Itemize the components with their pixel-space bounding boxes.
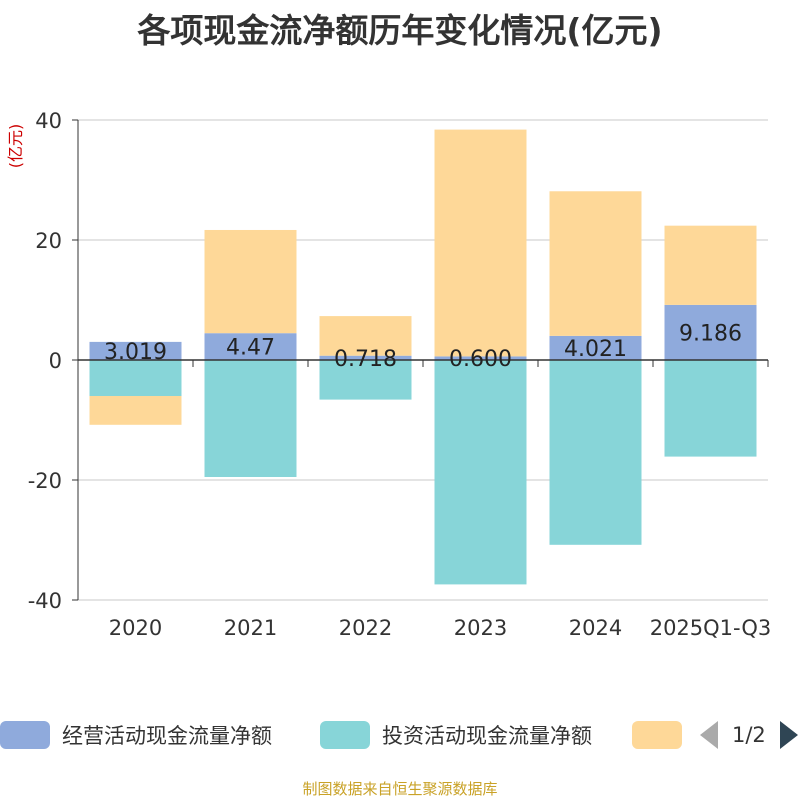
bar-s1-2025Q1-Q3 <box>664 360 757 457</box>
bar-series <box>89 129 757 585</box>
legend-pager: 1/2 <box>700 720 798 750</box>
data-label-2023: 0.600 <box>449 347 512 372</box>
bar-s2-2024 <box>549 191 642 336</box>
bar-s0-2021 <box>204 333 297 360</box>
data-label-2021: 4.47 <box>226 336 275 361</box>
bar-s1-2020 <box>89 360 182 396</box>
grid-lines <box>78 119 768 601</box>
legend-item-financing[interactable] <box>632 720 682 750</box>
bar-s2-2020 <box>89 396 182 425</box>
chart-plot: 40 20 0 -20 -40 2020 2021 2022 2023 2024 2025Q1-Q3… <box>6 109 772 640</box>
bar-s2-2023 <box>434 129 527 357</box>
bar-s0-2023 <box>434 356 527 360</box>
y-tick-label-20: 20 <box>35 229 62 253</box>
legend-item-operating[interactable]: 经营活动现金流量净额 <box>0 720 272 750</box>
pager-next-icon[interactable] <box>779 721 798 749</box>
legend-swatch-financing <box>632 721 682 749</box>
legend-item-investing[interactable]: 投资活动现金流量净额 <box>320 720 592 750</box>
x-tick-label-2022: 2022 <box>339 616 392 640</box>
legend-label-investing: 投资活动现金流量净额 <box>382 724 592 748</box>
legend: 经营活动现金流量净额 投资活动现金流量净额 1/2 <box>0 714 800 754</box>
pager-page-text: 1/2 <box>732 723 766 747</box>
legend-label-operating: 经营活动现金流量净额 <box>62 724 272 748</box>
bar-s2-2021 <box>204 229 297 334</box>
bar-s1-2022 <box>319 360 412 400</box>
data-label-2024: 4.021 <box>564 337 627 362</box>
x-tick-label-2023: 2023 <box>454 616 507 640</box>
x-tick-label-2024: 2024 <box>569 616 622 640</box>
data-label-2025Q1-Q3: 9.186 <box>679 321 742 346</box>
bar-s1-2023 <box>434 360 527 585</box>
y-tick-label--20: -20 <box>28 469 62 493</box>
y-axis-title: (亿元) <box>6 124 25 169</box>
y-tick-label-40: 40 <box>35 109 62 133</box>
bar-s1-2021 <box>204 360 297 477</box>
chart-title: 各项现金流净额历年变化情况(亿元) <box>137 11 663 50</box>
bar-s0-2022 <box>319 355 412 360</box>
data-label-2020: 3.019 <box>104 340 167 365</box>
y-tick-label-0: 0 <box>49 349 62 373</box>
x-tick-label-2020: 2020 <box>109 616 162 640</box>
bar-s0-2025Q1-Q3 <box>664 304 757 360</box>
x-tick-label-2021: 2021 <box>224 616 277 640</box>
x-tick-label-2025Q1-Q3: 2025Q1-Q3 <box>650 616 772 640</box>
source-note: 制图数据来自恒生聚源数据库 <box>302 780 498 798</box>
bar-s2-2022 <box>319 316 412 356</box>
y-tick-label--40: -40 <box>28 589 62 613</box>
axes: 40 20 0 -20 -40 2020 2021 2022 2023 2024 2025Q1-Q3 <box>28 109 772 640</box>
bar-s2-2025Q1-Q3 <box>664 225 757 305</box>
legend-swatch-operating <box>0 721 50 749</box>
bar-s0-2020 <box>89 341 182 360</box>
pager-prev-icon[interactable] <box>700 721 718 749</box>
data-label-2022: 0.718 <box>334 347 397 372</box>
bar-s1-2024 <box>549 360 642 545</box>
data-labels: 3.019 4.47 0.718 0.600 4.021 9.186 <box>104 321 742 372</box>
bar-s0-2024 <box>549 335 642 360</box>
legend-swatch-investing <box>320 721 370 749</box>
